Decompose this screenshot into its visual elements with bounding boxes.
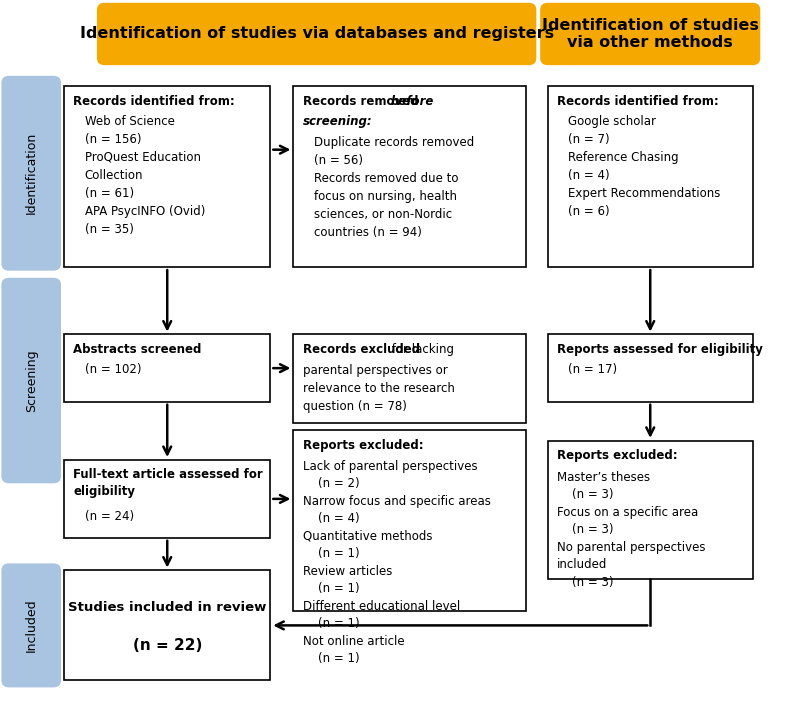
Text: Included: Included — [25, 598, 38, 653]
Bar — [293, 87, 526, 267]
Text: Lack of parental perspectives
    (n = 2)
Narrow focus and specific areas
    (n: Lack of parental perspectives (n = 2) Na… — [302, 460, 490, 665]
Text: Reports excluded:: Reports excluded: — [302, 438, 423, 451]
Text: Web of Science
(n = 156)
ProQuest Education
Collection
(n = 61)
APA PsycINFO (Ov: Web of Science (n = 156) ProQuest Educat… — [84, 115, 205, 236]
Text: (n = 102): (n = 102) — [84, 363, 141, 376]
Text: Records excluded: Records excluded — [302, 343, 419, 356]
Text: before: before — [390, 95, 433, 108]
FancyBboxPatch shape — [540, 3, 759, 65]
Bar — [547, 335, 751, 402]
FancyBboxPatch shape — [2, 278, 61, 483]
Text: Duplicate records removed
(n = 56)
Records removed due to
focus on nursing, heal: Duplicate records removed (n = 56) Recor… — [314, 136, 474, 239]
Bar — [547, 87, 751, 267]
Text: Google scholar
(n = 7)
Reference Chasing
(n = 4)
Expert Recommendations
(n = 6): Google scholar (n = 7) Reference Chasing… — [568, 115, 720, 218]
Text: Reports excluded:: Reports excluded: — [557, 449, 677, 462]
Text: Full-text article assessed for
eligibility: Full-text article assessed for eligibili… — [73, 469, 262, 498]
Bar — [64, 460, 270, 538]
FancyBboxPatch shape — [97, 3, 536, 65]
Text: Identification of studies via databases and registers: Identification of studies via databases … — [79, 27, 553, 42]
Text: Screening: Screening — [25, 349, 38, 412]
Bar — [64, 570, 270, 681]
Bar — [293, 430, 526, 611]
FancyBboxPatch shape — [2, 563, 61, 687]
Bar — [64, 335, 270, 402]
Text: screening:: screening: — [302, 115, 371, 128]
Text: Identification: Identification — [25, 132, 38, 214]
Text: Identification of studies
via other methods: Identification of studies via other meth… — [541, 18, 758, 50]
Text: Abstracts screened: Abstracts screened — [73, 343, 201, 356]
Text: Reports assessed for eligibility: Reports assessed for eligibility — [557, 343, 762, 356]
Bar — [64, 87, 270, 267]
Text: Master’s theses
    (n = 3)
Focus on a specific area
    (n = 3)
No parental per: Master’s theses (n = 3) Focus on a speci… — [557, 471, 705, 588]
Bar — [547, 441, 751, 579]
FancyBboxPatch shape — [2, 76, 61, 270]
Text: Records identified from:: Records identified from: — [557, 95, 718, 108]
Text: (n = 24): (n = 24) — [84, 510, 134, 523]
Text: (n = 22): (n = 22) — [132, 638, 201, 653]
Text: Studies included in review: Studies included in review — [68, 601, 266, 614]
Text: Records identified from:: Records identified from: — [73, 95, 235, 108]
Text: parental perspectives or
relevance to the research
question (n = 78): parental perspectives or relevance to th… — [302, 364, 454, 413]
Bar — [293, 335, 526, 423]
Text: Records removed: Records removed — [302, 95, 422, 108]
Text: for lacking: for lacking — [387, 343, 453, 356]
Text: (n = 17): (n = 17) — [568, 363, 617, 376]
